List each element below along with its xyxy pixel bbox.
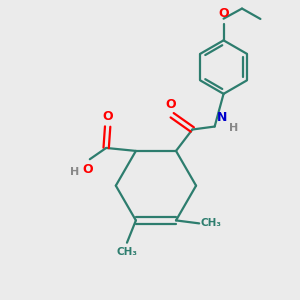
Text: H: H [229, 123, 238, 133]
Text: O: O [82, 163, 93, 176]
Text: H: H [70, 167, 80, 177]
Text: O: O [102, 110, 113, 123]
Text: CH₃: CH₃ [201, 218, 222, 228]
Text: O: O [165, 98, 176, 111]
Text: N: N [217, 111, 227, 124]
Text: CH₃: CH₃ [116, 247, 137, 257]
Text: O: O [218, 7, 229, 20]
